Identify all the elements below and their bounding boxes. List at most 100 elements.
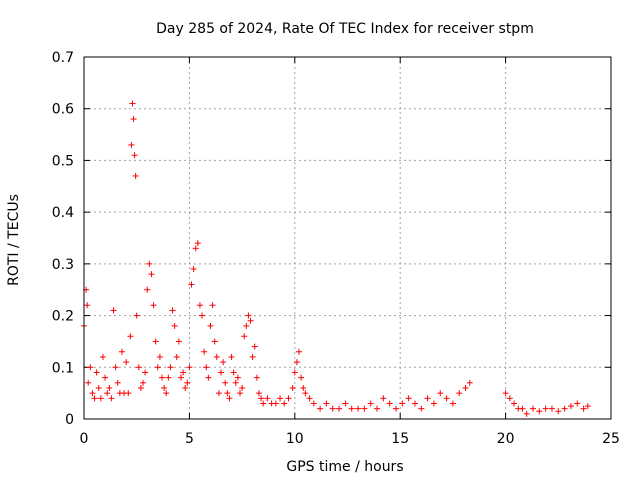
data-point	[466, 379, 473, 386]
data-point	[584, 403, 591, 410]
data-point	[277, 395, 284, 402]
data-point	[84, 302, 91, 309]
data-point	[194, 240, 201, 247]
data-point	[367, 400, 374, 407]
y-tick-label: 0.4	[52, 205, 74, 221]
data-point	[243, 322, 250, 329]
data-point	[118, 348, 125, 355]
data-point	[386, 400, 393, 407]
data-point	[213, 353, 220, 360]
data-point	[236, 390, 243, 397]
data-point	[188, 281, 195, 288]
data-point	[329, 405, 336, 412]
data-point	[245, 312, 252, 319]
data-point	[165, 374, 172, 381]
data-point	[110, 307, 117, 314]
data-point	[374, 405, 381, 412]
y-axis-label: ROTI / TECUs	[6, 194, 22, 286]
data-point	[574, 400, 581, 407]
data-point	[306, 395, 313, 402]
data-point	[561, 405, 568, 412]
data-point	[228, 353, 235, 360]
data-point	[530, 405, 537, 412]
data-point	[317, 405, 324, 412]
data-point	[230, 369, 237, 376]
data-point	[506, 395, 513, 402]
data-point	[152, 338, 159, 345]
data-point	[285, 395, 292, 402]
data-point	[220, 359, 227, 366]
data-point	[129, 100, 136, 107]
data-point	[567, 403, 574, 410]
data-point	[249, 353, 256, 360]
data-point	[247, 317, 254, 324]
data-point	[146, 260, 153, 267]
data-point	[348, 405, 355, 412]
data-point	[302, 390, 309, 397]
data-point	[132, 172, 139, 179]
data-point	[114, 379, 121, 386]
data-point	[293, 359, 300, 366]
data-point	[502, 390, 509, 397]
y-tick-label: 0.5	[52, 153, 74, 169]
data-point	[156, 353, 163, 360]
x-tick-label: 10	[286, 431, 304, 447]
data-point	[201, 348, 208, 355]
data-point	[108, 395, 115, 402]
data-point	[239, 384, 246, 391]
data-point	[112, 364, 119, 371]
data-point	[167, 364, 174, 371]
data-point	[163, 390, 170, 397]
data-point	[196, 302, 203, 309]
data-point	[232, 379, 239, 386]
data-point	[580, 405, 587, 412]
data-point	[158, 374, 165, 381]
data-point	[222, 379, 229, 386]
data-point	[300, 384, 307, 391]
data-point	[272, 400, 279, 407]
data-point	[511, 400, 518, 407]
data-point	[154, 364, 161, 371]
data-point	[180, 369, 187, 376]
data-point	[361, 405, 368, 412]
data-point	[95, 384, 102, 391]
data-point	[355, 405, 362, 412]
data-point	[251, 343, 258, 350]
data-point	[142, 369, 149, 376]
data-point	[175, 338, 182, 345]
data-point	[456, 390, 463, 397]
x-tick-label: 25	[602, 431, 620, 447]
data-point	[209, 302, 216, 309]
data-point	[182, 384, 189, 391]
data-point	[260, 400, 267, 407]
data-point	[405, 395, 412, 402]
data-point	[125, 390, 132, 397]
data-point	[102, 374, 109, 381]
y-tick-label: 0.2	[52, 309, 74, 325]
x-tick-label: 5	[185, 431, 194, 447]
data-point	[150, 302, 157, 309]
data-point	[218, 369, 225, 376]
data-point	[173, 353, 180, 360]
data-point	[430, 400, 437, 407]
data-point	[424, 395, 431, 402]
data-point	[399, 400, 406, 407]
data-point	[99, 353, 106, 360]
data-point	[131, 152, 138, 159]
data-point	[291, 369, 298, 376]
data-point	[93, 369, 100, 376]
y-tick-label: 0.1	[52, 360, 74, 376]
data-point	[135, 364, 142, 371]
data-point	[89, 390, 96, 397]
data-point	[264, 395, 271, 402]
data-point	[140, 379, 147, 386]
data-point	[186, 364, 193, 371]
data-point	[336, 405, 343, 412]
x-tick-label: 15	[391, 431, 409, 447]
data-point	[411, 400, 418, 407]
data-point	[91, 395, 98, 402]
data-point	[85, 379, 92, 386]
y-tick-label: 0.7	[52, 50, 74, 66]
y-tick-label: 0	[65, 412, 74, 428]
